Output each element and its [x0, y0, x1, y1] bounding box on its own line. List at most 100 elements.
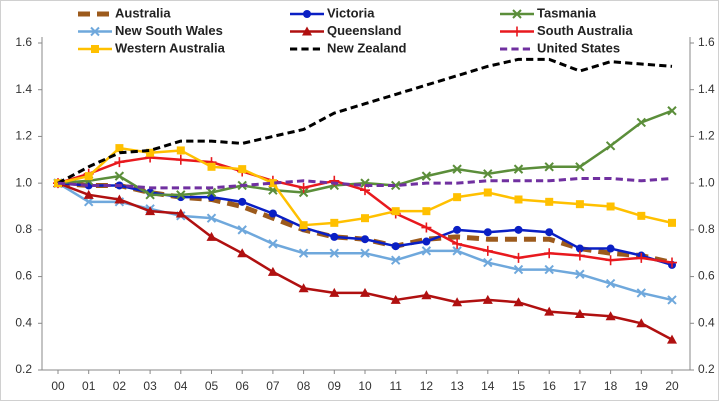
marker: [206, 231, 217, 241]
legend-label: Australia: [115, 5, 171, 20]
x-tick-label: 03: [143, 379, 157, 393]
marker: [605, 311, 616, 321]
marker: [206, 213, 217, 223]
legend-entry: Australia: [78, 5, 171, 20]
x-tick-label: 09: [328, 379, 342, 393]
marker: [575, 269, 585, 279]
marker: [330, 232, 339, 241]
y2-tick-label: 0.4: [698, 315, 715, 329]
marker: [606, 202, 615, 211]
y2-tick-label: 0.2: [698, 362, 715, 376]
marker: [267, 266, 278, 276]
marker: [544, 162, 554, 172]
marker: [90, 26, 100, 37]
marker: [512, 26, 522, 37]
x-tick-label: 18: [604, 379, 618, 393]
legend-label: New Zealand: [327, 40, 407, 55]
marker: [114, 171, 125, 181]
marker: [146, 148, 155, 157]
marker: [636, 318, 647, 328]
marker: [391, 242, 400, 251]
x-tick-label: 00: [51, 379, 65, 393]
marker: [483, 169, 493, 179]
x-tick-label: 14: [481, 379, 495, 393]
series: [53, 106, 677, 200]
marker: [453, 225, 462, 234]
marker: [360, 248, 370, 258]
marker: [544, 264, 554, 275]
legend-label: Victoria: [327, 5, 375, 20]
marker: [512, 9, 522, 19]
legend-label: New South Wales: [115, 23, 223, 38]
marker: [483, 228, 492, 237]
x-tick-label: 12: [420, 379, 434, 393]
marker: [452, 164, 462, 174]
y2-tick-label: 1.6: [698, 35, 715, 49]
legend-entry: New Zealand: [290, 40, 407, 55]
marker: [636, 252, 647, 263]
x-tick-label: 16: [543, 379, 557, 393]
legend-label: South Australia: [537, 23, 633, 38]
marker: [329, 287, 340, 297]
marker: [575, 200, 584, 209]
marker: [238, 197, 247, 206]
y-tick-label: 0.6: [15, 269, 32, 283]
marker: [238, 165, 247, 174]
marker: [361, 214, 369, 223]
legend-entry: Tasmania: [500, 5, 597, 20]
marker: [302, 26, 312, 36]
y-tick-label: 1.4: [15, 82, 32, 96]
marker: [482, 245, 493, 256]
marker: [421, 171, 432, 181]
y-tick-label: 1.0: [15, 175, 32, 189]
marker: [667, 334, 677, 344]
x-tick-label: 11: [389, 379, 402, 393]
marker: [422, 237, 431, 246]
series: [53, 152, 677, 268]
x-tick-label: 07: [266, 379, 280, 393]
series: [53, 178, 677, 344]
x-tick-label: 17: [573, 379, 587, 393]
marker: [452, 238, 463, 249]
marker: [145, 190, 155, 200]
marker: [483, 257, 493, 268]
marker: [421, 290, 432, 300]
marker: [453, 193, 462, 202]
marker: [574, 250, 585, 261]
marker: [605, 278, 616, 289]
marker: [482, 294, 493, 304]
marker: [421, 246, 432, 256]
y2-tick-label: 1.4: [698, 82, 715, 96]
marker: [329, 248, 340, 258]
marker: [114, 194, 125, 204]
marker: [360, 287, 370, 297]
y-tick-label: 0.4: [15, 315, 32, 329]
marker: [237, 248, 248, 258]
marker: [452, 297, 463, 307]
series: [57, 57, 673, 185]
marker: [84, 172, 93, 181]
x-tick-label: 13: [450, 379, 464, 393]
marker: [422, 207, 431, 216]
x-tick-label: 08: [297, 379, 311, 393]
marker: [513, 164, 524, 174]
marker: [667, 106, 677, 116]
legend-entry: Queensland: [290, 23, 401, 38]
marker: [299, 221, 308, 230]
legend-entry: South Australia: [500, 23, 633, 38]
marker: [483, 188, 492, 197]
x-tick-label: 15: [512, 379, 526, 393]
marker: [207, 162, 216, 171]
x-tick-label: 06: [236, 379, 250, 393]
y-tick-label: 0.2: [15, 362, 32, 376]
marker: [268, 179, 277, 188]
marker: [575, 162, 585, 172]
marker: [298, 182, 309, 193]
y-tick-label: 1.6: [15, 35, 32, 49]
marker: [114, 157, 125, 168]
marker: [303, 10, 311, 18]
marker: [421, 222, 432, 233]
x-tick-label: 01: [82, 379, 96, 393]
marker: [298, 283, 309, 293]
